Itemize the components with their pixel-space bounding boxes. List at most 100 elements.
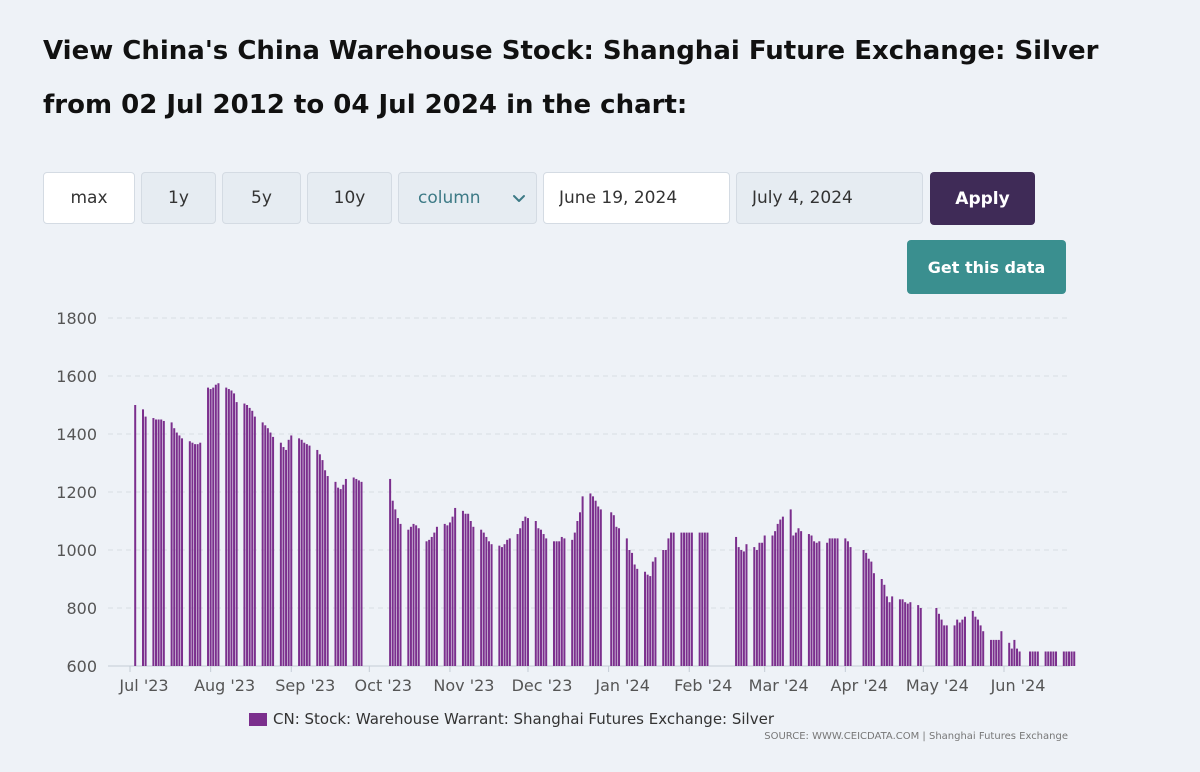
bar[interactable] xyxy=(888,602,891,666)
bar[interactable] xyxy=(542,534,545,666)
bar[interactable] xyxy=(506,539,509,666)
bar[interactable] xyxy=(282,447,285,666)
bar[interactable] xyxy=(490,544,493,666)
bar[interactable] xyxy=(433,532,436,666)
chart-legend[interactable]: CN: Stock: Warehouse Warrant: Shanghai F… xyxy=(249,710,774,728)
bar[interactable] xyxy=(225,387,228,666)
bar[interactable] xyxy=(615,526,618,666)
range-1y-button[interactable]: 1y xyxy=(141,172,216,224)
get-this-data-button[interactable]: Get this data xyxy=(907,240,1066,294)
bar[interactable] xyxy=(443,523,446,666)
bar[interactable] xyxy=(503,544,506,666)
bar[interactable] xyxy=(649,576,652,666)
bar[interactable] xyxy=(667,538,670,666)
bar[interactable] xyxy=(212,387,215,666)
bar[interactable] xyxy=(631,552,634,666)
bar[interactable] xyxy=(1073,651,1076,667)
bar[interactable] xyxy=(589,493,592,666)
bar[interactable] xyxy=(745,544,748,666)
bar[interactable] xyxy=(157,419,160,667)
bar[interactable] xyxy=(162,420,165,666)
bar[interactable] xyxy=(779,519,782,666)
bar[interactable] xyxy=(360,481,363,666)
bar[interactable] xyxy=(628,550,631,666)
bar[interactable] xyxy=(945,625,948,666)
bar[interactable] xyxy=(482,532,485,666)
bar[interactable] xyxy=(399,523,402,666)
bar[interactable] xyxy=(539,529,542,666)
bar[interactable] xyxy=(958,622,961,667)
bar[interactable] xyxy=(261,422,264,666)
bar[interactable] xyxy=(794,532,797,666)
bar[interactable] xyxy=(755,550,758,666)
bar[interactable] xyxy=(597,506,600,667)
bar[interactable] xyxy=(269,432,272,666)
bar[interactable] xyxy=(308,445,311,666)
bar[interactable] xyxy=(337,487,340,666)
bar[interactable] xyxy=(417,528,420,666)
bar[interactable] xyxy=(191,442,194,666)
bar[interactable] xyxy=(279,442,282,666)
bar[interactable] xyxy=(844,538,847,666)
bar[interactable] xyxy=(1010,648,1013,666)
bar[interactable] xyxy=(646,574,649,666)
bar[interactable] xyxy=(758,542,761,666)
bar[interactable] xyxy=(344,478,347,666)
bar[interactable] xyxy=(1070,651,1073,667)
bar[interactable] xyxy=(181,438,184,666)
bar[interactable] xyxy=(448,522,451,666)
bar[interactable] xyxy=(519,528,522,666)
bar[interactable] xyxy=(618,528,621,666)
bar[interactable] xyxy=(1052,651,1055,667)
bar[interactable] xyxy=(883,584,886,666)
bar[interactable] xyxy=(464,513,467,666)
bar[interactable] xyxy=(906,603,909,666)
bar[interactable] xyxy=(706,532,709,666)
bar[interactable] xyxy=(846,541,849,666)
bar[interactable] xyxy=(534,521,537,666)
bar[interactable] xyxy=(194,444,197,666)
bar[interactable] xyxy=(521,521,524,666)
bar[interactable] xyxy=(989,639,992,666)
bar[interactable] xyxy=(789,509,792,666)
bar[interactable] xyxy=(740,550,743,666)
bar[interactable] xyxy=(904,602,907,666)
bar[interactable] xyxy=(199,442,202,666)
bar[interactable] xyxy=(771,535,774,667)
bar[interactable] xyxy=(683,532,686,666)
bar[interactable] xyxy=(253,416,256,666)
bar[interactable] xyxy=(940,619,943,666)
bar[interactable] xyxy=(633,564,636,667)
bar[interactable] xyxy=(214,384,217,666)
bar[interactable] xyxy=(352,477,355,667)
bar[interactable] xyxy=(815,542,818,666)
bar[interactable] xyxy=(545,538,548,666)
bar[interactable] xyxy=(264,425,267,666)
bar[interactable] xyxy=(828,538,831,666)
bar[interactable] xyxy=(305,444,308,666)
bar[interactable] xyxy=(636,568,639,666)
bar[interactable] xyxy=(342,484,345,666)
bar[interactable] xyxy=(774,531,777,666)
bar[interactable] xyxy=(625,538,628,666)
bar[interactable] xyxy=(1068,651,1071,667)
bar[interactable] xyxy=(435,526,438,666)
bar[interactable] xyxy=(735,536,738,666)
bar[interactable] xyxy=(555,541,558,666)
bar[interactable] xyxy=(487,541,490,666)
bar[interactable] xyxy=(1065,651,1068,667)
bar[interactable] xyxy=(316,449,319,666)
bar[interactable] xyxy=(170,422,173,666)
bar[interactable] xyxy=(142,409,145,666)
bar[interactable] xyxy=(407,529,410,666)
bar[interactable] xyxy=(901,599,904,666)
bar[interactable] xyxy=(300,439,303,666)
bar[interactable] xyxy=(339,489,342,666)
bar[interactable] xyxy=(1016,648,1019,666)
bar[interactable] xyxy=(485,536,488,666)
bar[interactable] xyxy=(152,418,155,666)
bar[interactable] xyxy=(1029,651,1032,667)
bar[interactable] xyxy=(807,534,810,666)
bar[interactable] xyxy=(849,547,852,666)
bar[interactable] xyxy=(428,539,431,666)
